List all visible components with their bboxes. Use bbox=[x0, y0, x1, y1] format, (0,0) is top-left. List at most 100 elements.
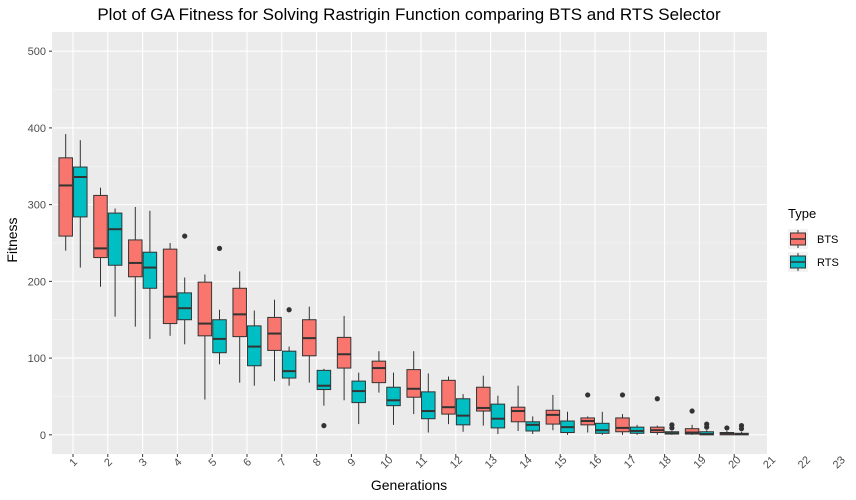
box-body bbox=[162, 248, 178, 325]
x-tick-label: 4 bbox=[172, 456, 185, 469]
outlier-point bbox=[619, 392, 626, 398]
box-bts-20 bbox=[719, 425, 735, 436]
box-body bbox=[93, 194, 108, 259]
box-body bbox=[212, 319, 227, 354]
x-tick-label: 16 bbox=[587, 454, 604, 471]
box-body bbox=[406, 369, 421, 398]
box-rts-20 bbox=[734, 423, 749, 436]
y-tick-label: 400 bbox=[28, 123, 46, 135]
box-body bbox=[371, 360, 387, 384]
outlier-point bbox=[321, 423, 327, 429]
x-tick-label: 14 bbox=[518, 454, 535, 471]
outlier-point bbox=[654, 396, 660, 402]
box-body bbox=[232, 287, 247, 338]
x-tick-label: 20 bbox=[726, 454, 743, 471]
outlier-point bbox=[689, 408, 695, 414]
box-bts-12 bbox=[441, 376, 456, 425]
legend: Type BTS RTS bbox=[788, 206, 839, 272]
box-bts-2 bbox=[93, 187, 108, 287]
legend-item-rts: RTS bbox=[788, 252, 839, 272]
y-tick-label: 500 bbox=[28, 46, 46, 58]
y-axis-title: Fitness bbox=[4, 217, 20, 262]
box-bts-10 bbox=[371, 351, 387, 393]
box-body bbox=[177, 292, 192, 321]
box-bts-18 bbox=[650, 396, 665, 435]
y-tick-label: 0 bbox=[40, 430, 46, 442]
y-tick-label: 100 bbox=[28, 353, 46, 365]
box-bts-15 bbox=[545, 394, 561, 431]
box-body bbox=[281, 350, 297, 379]
outlier-point bbox=[724, 425, 730, 431]
y-tick-label: 300 bbox=[28, 200, 46, 212]
box-body bbox=[455, 398, 471, 426]
box-body bbox=[615, 417, 630, 433]
y-axis: 0 100 200 300 400 500 bbox=[28, 46, 52, 442]
box-body bbox=[525, 421, 540, 432]
x-tick-label: 22 bbox=[796, 454, 813, 471]
x-tick-label: 19 bbox=[692, 454, 709, 471]
box-rts-11 bbox=[421, 373, 436, 433]
outlier-point bbox=[704, 421, 710, 427]
x-tick-label: 1 bbox=[67, 456, 80, 469]
x-axis: 1 2 3 4 5 6 7 8 9 10 11 12 13 14 15 16 17 18 19 20 21 22 23 bbox=[67, 454, 848, 471]
box-rts-10 bbox=[386, 372, 401, 425]
x-tick-label: 11 bbox=[413, 454, 430, 471]
box-rts-18 bbox=[664, 422, 680, 435]
box-body bbox=[421, 391, 436, 420]
box-bts-16 bbox=[580, 392, 595, 433]
box-bts-14 bbox=[510, 385, 526, 431]
box-rts-6 bbox=[247, 310, 262, 386]
box-rts-12 bbox=[455, 394, 471, 432]
box-rts-19 bbox=[699, 421, 714, 436]
box-bts-3 bbox=[128, 206, 143, 327]
box-bts-11 bbox=[406, 351, 421, 415]
box-body bbox=[684, 428, 700, 435]
x-tick-label: 3 bbox=[137, 456, 150, 469]
x-tick-label: 12 bbox=[448, 454, 465, 471]
box-body bbox=[58, 157, 73, 237]
x-tick-label: 8 bbox=[311, 456, 324, 469]
box-rts-16 bbox=[595, 411, 610, 435]
box-rts-8 bbox=[316, 368, 332, 429]
box-rts-5 bbox=[212, 245, 227, 365]
box-body bbox=[595, 422, 610, 434]
box-bts-8 bbox=[302, 306, 317, 383]
x-tick-label: 9 bbox=[346, 456, 359, 469]
x-tick-label: 10 bbox=[378, 454, 395, 471]
box-rts-3 bbox=[142, 210, 158, 339]
box-rts-15 bbox=[560, 411, 575, 435]
outlier-point bbox=[216, 245, 223, 251]
outlier-point bbox=[669, 422, 675, 428]
box-bts-1 bbox=[58, 134, 73, 251]
outlier-point bbox=[738, 423, 745, 429]
x-tick-label: 6 bbox=[241, 456, 254, 469]
box-bts-4 bbox=[162, 243, 178, 336]
box-rts-17 bbox=[629, 424, 645, 435]
x-tick-label: 5 bbox=[206, 456, 219, 469]
box-body bbox=[142, 251, 158, 289]
box-bts-7 bbox=[267, 299, 282, 382]
outlier-point bbox=[182, 233, 188, 239]
box-body bbox=[107, 212, 123, 266]
box-rts-14 bbox=[525, 416, 540, 435]
box-body bbox=[336, 336, 352, 369]
outlier-point bbox=[286, 307, 292, 313]
box-body bbox=[510, 406, 526, 423]
box-bts-6 bbox=[232, 271, 247, 383]
box-rts-2 bbox=[107, 208, 123, 317]
box-series bbox=[58, 134, 749, 436]
x-tick-label: 23 bbox=[831, 454, 848, 471]
y-tick-label: 200 bbox=[28, 276, 46, 288]
x-axis-title: Generations bbox=[371, 477, 447, 493]
x-tick-label: 18 bbox=[657, 454, 674, 471]
legend-label: RTS bbox=[817, 257, 839, 269]
box-body bbox=[197, 281, 213, 337]
x-tick-label: 21 bbox=[761, 454, 778, 471]
box-bts-13 bbox=[476, 375, 491, 426]
box-rts-4 bbox=[177, 233, 192, 345]
box-body bbox=[490, 403, 506, 429]
outlier-point bbox=[585, 392, 591, 398]
box-body bbox=[476, 386, 491, 412]
box-rts-7 bbox=[281, 307, 297, 386]
